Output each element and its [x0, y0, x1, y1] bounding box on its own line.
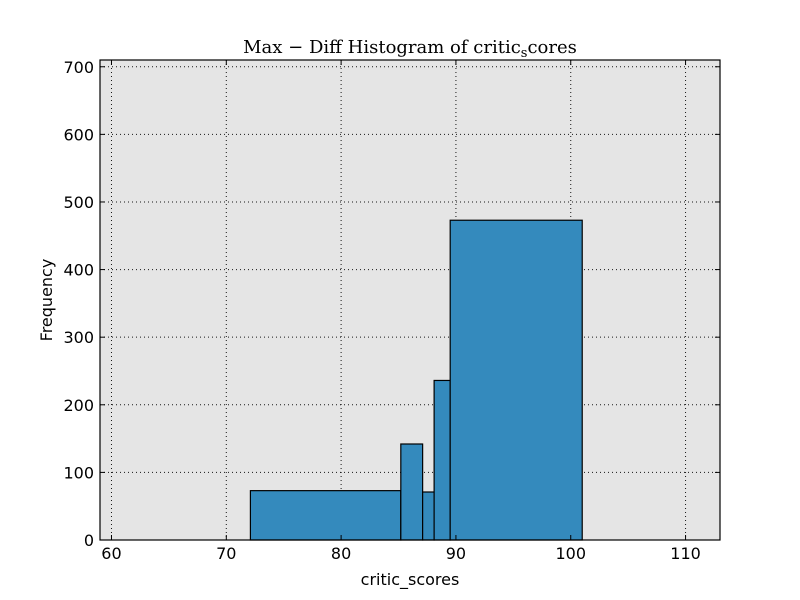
y-tick-label: 500: [63, 193, 94, 212]
histogram-bar-4: [433, 379, 451, 541]
x-tick-label: 60: [101, 544, 121, 563]
x-tick-label: 110: [670, 544, 701, 563]
histogram-bar-5: [449, 219, 583, 541]
x-tick-label: 80: [331, 544, 351, 563]
x-tick-label: 70: [216, 544, 236, 563]
x-axis-label: critic_scores: [361, 570, 460, 590]
y-tick-label: 400: [63, 261, 94, 280]
x-tick-label: 90: [446, 544, 466, 563]
y-axis-label: Frequency: [37, 259, 56, 342]
plot-frame: [99, 59, 721, 541]
y-tick-label: 300: [63, 328, 94, 347]
chart-title: Max − Diff Histogram of criticscores: [243, 37, 577, 61]
histogram-bar-3: [422, 491, 435, 541]
histogram-bar-1: [249, 490, 402, 541]
y-tick-label: 700: [63, 58, 94, 77]
histogram-bars: [249, 219, 583, 541]
y-tick-label: 0: [84, 531, 94, 550]
y-tick-label: 200: [63, 396, 94, 415]
y-tick-label: 100: [63, 463, 94, 482]
histogram-bar-2: [400, 443, 424, 541]
x-tick-label: 100: [555, 544, 586, 563]
axis-ticks: 60 70 80 90 100 110 0 100 200 300 400 500 600 700: [63, 58, 720, 563]
y-tick-label: 600: [63, 125, 94, 144]
